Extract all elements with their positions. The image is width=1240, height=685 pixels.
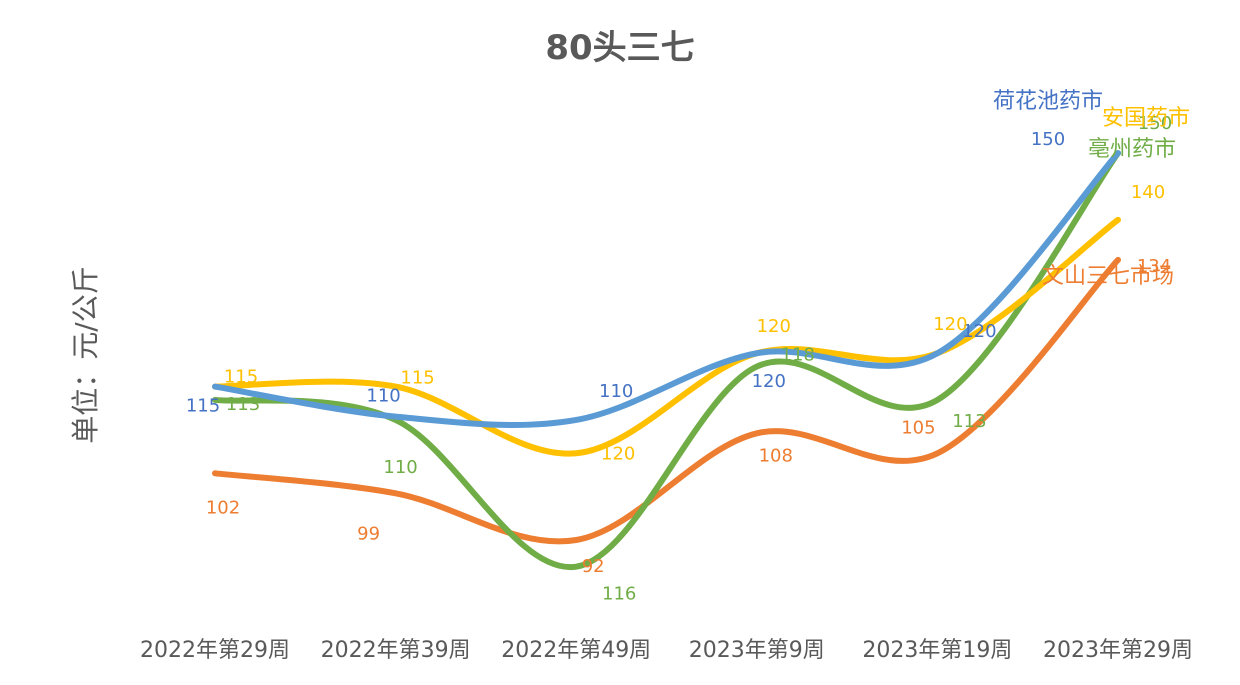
data-label: 113 — [952, 411, 986, 432]
series-name-label: 文山三七市场 — [1042, 264, 1174, 289]
x-tick-label: 2022年第49周 — [501, 638, 651, 663]
data-label: 115 — [186, 396, 220, 417]
data-label: 92 — [582, 556, 605, 577]
series-line-0 — [212, 150, 1121, 429]
data-label: 134 — [1137, 256, 1171, 277]
series-name-label: 荷花池药市 — [993, 89, 1103, 114]
data-label: 105 — [901, 417, 935, 438]
data-label: 140 — [1131, 182, 1165, 203]
x-tick-label: 2023年第29周 — [1043, 638, 1193, 663]
series-name-label: 安国药市 — [1102, 106, 1190, 131]
series-line-1 — [212, 216, 1121, 457]
data-label: 120 — [601, 443, 635, 464]
data-label: 115 — [400, 368, 434, 389]
x-tick-label: 2023年第9周 — [689, 638, 825, 663]
x-axis-ticks: 2022年第29周 2022年第39周 2022年第49周 2023年第9周 2023年… — [140, 638, 1193, 663]
data-label: 120 — [752, 371, 786, 392]
x-tick-label: 2022年第39周 — [321, 638, 471, 663]
series-lines — [212, 150, 1121, 570]
series-line-3 — [212, 256, 1121, 545]
x-tick-label: 2022年第29周 — [140, 638, 290, 663]
data-label: 120 — [962, 321, 996, 342]
data-label: 102 — [206, 497, 240, 518]
data-label: 120 — [757, 316, 791, 337]
data-label: 110 — [366, 386, 400, 407]
data-label: 118 — [781, 345, 815, 366]
data-label: 116 — [602, 584, 636, 605]
series-name-label: 亳州药市 — [1088, 137, 1176, 162]
data-label: 99 — [357, 523, 380, 544]
data-label: 150 — [1138, 113, 1172, 134]
data-label: 110 — [599, 381, 633, 402]
data-label: 108 — [759, 445, 793, 466]
chart-title: 80头三七 — [545, 28, 695, 68]
x-tick-label: 2023年第19周 — [862, 638, 1012, 663]
data-label: 115 — [224, 367, 258, 388]
data-label: 120 — [933, 314, 967, 335]
series-line-2 — [212, 150, 1121, 570]
data-label: 110 — [383, 457, 417, 478]
data-label: 113 — [226, 394, 260, 415]
data-label: 150 — [1031, 129, 1065, 150]
